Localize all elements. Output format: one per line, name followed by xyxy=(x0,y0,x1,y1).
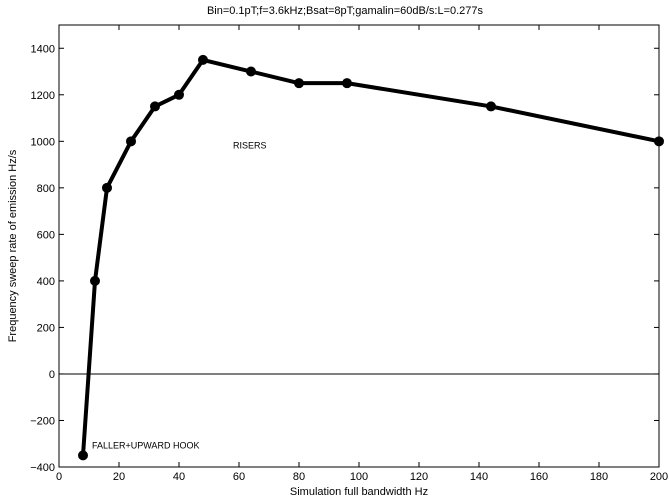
data-point xyxy=(126,136,136,147)
y-tick-label: 1000 xyxy=(31,136,55,148)
data-point xyxy=(654,136,664,147)
data-point xyxy=(294,78,304,89)
x-tick-label: 40 xyxy=(173,471,185,483)
data-point xyxy=(198,54,208,65)
chart-title: Bin=0.1pT;f=3.6kHz;Bsat=8pT;gamalin=60dB… xyxy=(207,5,484,17)
x-tick-label: 140 xyxy=(470,471,488,483)
annotation-label: FALLER+UPWARD HOOK xyxy=(92,440,199,450)
series-line xyxy=(81,57,660,456)
data-point xyxy=(174,89,184,100)
x-tick-label: 160 xyxy=(530,471,548,483)
x-tick-label: 0 xyxy=(56,471,62,483)
y-tick-label: −400 xyxy=(30,462,55,474)
y-axis: −400 −200 0 200 400 600 800 1000 1200 1400 xyxy=(30,43,659,474)
data-point xyxy=(90,275,100,286)
x-tick-label: 180 xyxy=(590,471,608,483)
y-tick-label: 600 xyxy=(37,229,55,241)
y-tick-label: −200 xyxy=(30,415,55,427)
y-tick-label: 200 xyxy=(37,322,55,334)
annotation-label: RISERS xyxy=(233,140,267,150)
data-point xyxy=(486,101,496,112)
y-tick-label: 400 xyxy=(37,276,55,288)
y-tick-label: 1200 xyxy=(31,90,55,102)
y-tick-label: 1400 xyxy=(31,43,55,55)
x-tick-label: 20 xyxy=(113,471,125,483)
x-tick-label: 80 xyxy=(293,471,305,483)
data-point xyxy=(78,450,88,461)
annotations: RISERS FALLER+UPWARD HOOK xyxy=(92,140,267,450)
y-axis-title: Frequency sweep rate of emission Hz/s xyxy=(7,149,19,342)
x-tick-label: 100 xyxy=(350,471,368,483)
x-axis: 0 20 40 60 80 100 120 140 160 180 200 xyxy=(56,25,668,483)
plot-area xyxy=(58,24,660,468)
data-point xyxy=(150,101,160,112)
data-point xyxy=(342,78,352,89)
x-axis-title: Simulation full bandwidth Hz xyxy=(290,486,428,498)
data-point xyxy=(102,182,112,193)
data-point xyxy=(246,66,256,77)
x-tick-label: 120 xyxy=(410,471,428,483)
data-points xyxy=(78,54,664,461)
y-tick-label: 800 xyxy=(37,183,55,195)
y-tick-label: 0 xyxy=(49,369,55,381)
x-tick-label: 200 xyxy=(650,471,668,483)
x-tick-label: 60 xyxy=(233,471,245,483)
